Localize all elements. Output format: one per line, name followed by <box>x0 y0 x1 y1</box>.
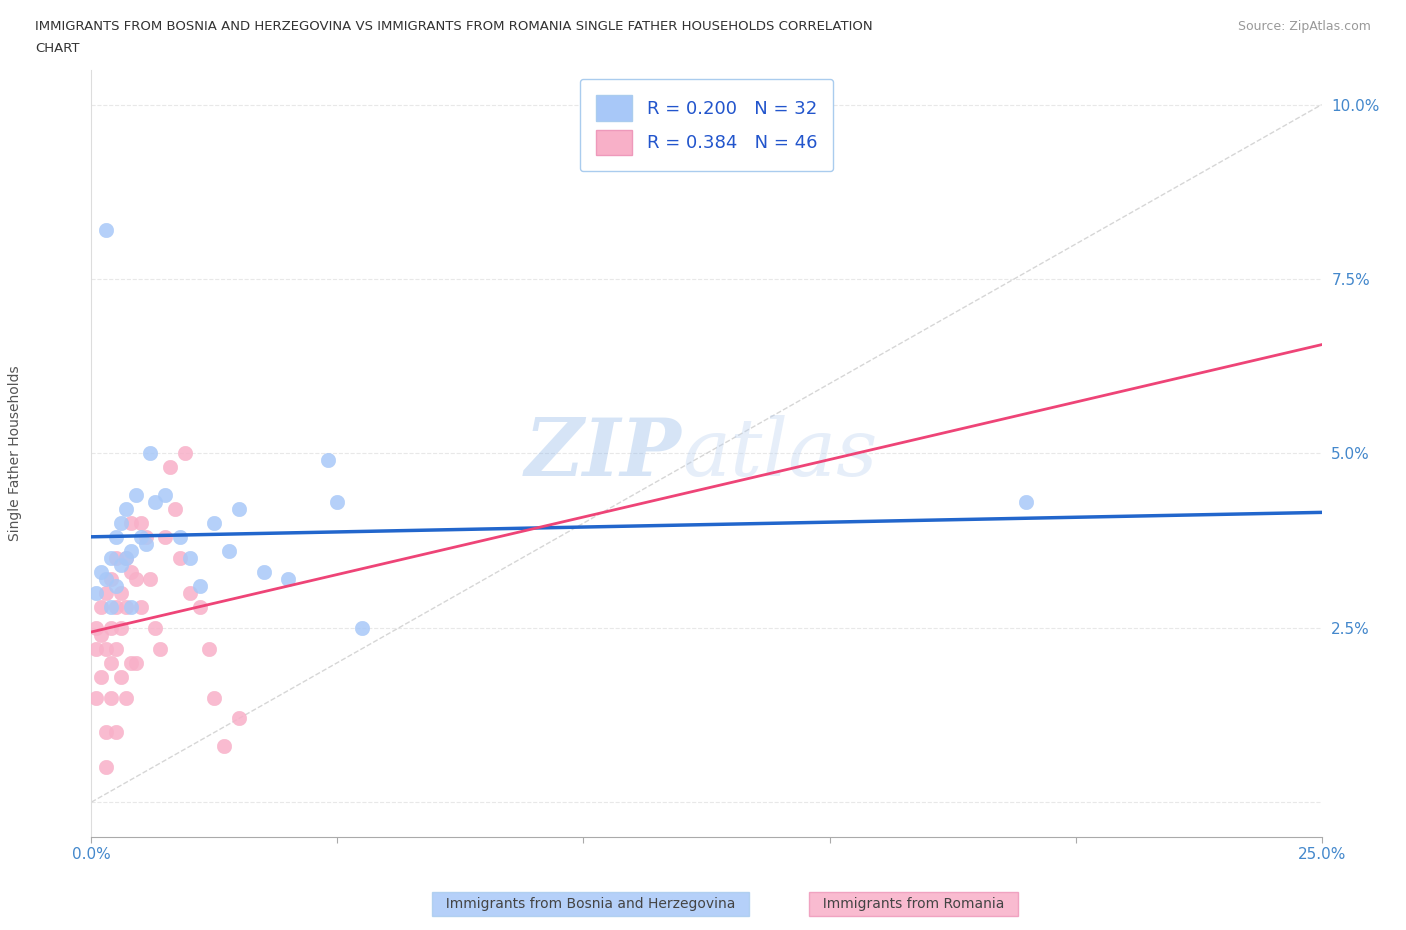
Point <box>135 537 156 551</box>
Text: Source: ZipAtlas.com: Source: ZipAtlas.com <box>1237 20 1371 33</box>
Point <box>188 578 211 593</box>
Point <box>124 655 146 670</box>
Point <box>129 515 152 530</box>
Point <box>149 642 172 657</box>
Text: Immigrants from Bosnia and Herzegovina: Immigrants from Bosnia and Herzegovina <box>437 897 744 911</box>
Point <box>129 530 152 545</box>
Point <box>110 557 132 572</box>
Point <box>100 690 122 705</box>
Point <box>169 530 191 545</box>
Point <box>202 690 225 705</box>
Point <box>253 565 276 579</box>
Point <box>100 620 122 635</box>
Point <box>179 551 201 565</box>
Point <box>145 620 166 635</box>
Point <box>86 620 108 635</box>
Point <box>96 760 117 775</box>
Point <box>316 453 339 468</box>
Point <box>124 571 146 587</box>
Text: atlas: atlas <box>682 415 877 492</box>
Point <box>114 690 138 705</box>
Point <box>90 565 112 579</box>
Legend: R = 0.200   N = 32, R = 0.384   N = 46: R = 0.200 N = 32, R = 0.384 N = 46 <box>579 79 834 171</box>
Point <box>1015 495 1038 510</box>
Point <box>96 725 117 740</box>
Point <box>202 515 225 530</box>
Point <box>179 586 201 601</box>
Point <box>96 642 117 657</box>
Point <box>86 642 108 657</box>
Text: IMMIGRANTS FROM BOSNIA AND HERZEGOVINA VS IMMIGRANTS FROM ROMANIA SINGLE FATHER : IMMIGRANTS FROM BOSNIA AND HERZEGOVINA V… <box>35 20 873 33</box>
Point <box>228 711 250 725</box>
Point <box>105 578 127 593</box>
Point <box>110 670 132 684</box>
Point <box>105 530 127 545</box>
Point <box>105 600 127 615</box>
Point <box>326 495 349 510</box>
Point <box>114 551 138 565</box>
Point <box>96 223 117 238</box>
Point <box>90 627 112 642</box>
Point <box>100 551 122 565</box>
Point <box>218 543 240 558</box>
Point <box>105 551 127 565</box>
Point <box>129 600 152 615</box>
Point <box>153 530 177 545</box>
Point <box>105 642 127 657</box>
Point <box>110 515 132 530</box>
Point <box>228 502 250 517</box>
Point <box>169 551 191 565</box>
Text: Immigrants from Romania: Immigrants from Romania <box>814 897 1014 911</box>
Point <box>145 495 166 510</box>
Text: ZIP: ZIP <box>524 415 682 492</box>
Point <box>90 600 112 615</box>
Point <box>188 600 211 615</box>
Point <box>100 655 122 670</box>
Point <box>120 655 142 670</box>
Point <box>174 445 197 460</box>
Y-axis label: Single Father Households: Single Father Households <box>8 365 22 541</box>
Point <box>159 460 181 474</box>
Point <box>120 600 142 615</box>
Point <box>90 670 112 684</box>
Point <box>124 487 146 502</box>
Point <box>120 565 142 579</box>
Point <box>139 571 162 587</box>
Point <box>96 571 117 587</box>
Point <box>96 586 117 601</box>
Point <box>100 600 122 615</box>
Point <box>277 571 299 587</box>
Point <box>153 487 177 502</box>
Text: CHART: CHART <box>35 42 80 55</box>
Point <box>120 543 142 558</box>
Point <box>352 620 374 635</box>
Point <box>114 502 138 517</box>
Point <box>139 445 162 460</box>
Point <box>105 725 127 740</box>
Point <box>163 502 186 517</box>
Point <box>110 586 132 601</box>
Point <box>100 571 122 587</box>
Point <box>114 600 138 615</box>
Point <box>114 551 138 565</box>
Point <box>135 530 156 545</box>
Point <box>212 738 235 753</box>
Point <box>86 690 108 705</box>
Point <box>86 586 108 601</box>
Point <box>120 515 142 530</box>
Point <box>198 642 221 657</box>
Point <box>110 620 132 635</box>
